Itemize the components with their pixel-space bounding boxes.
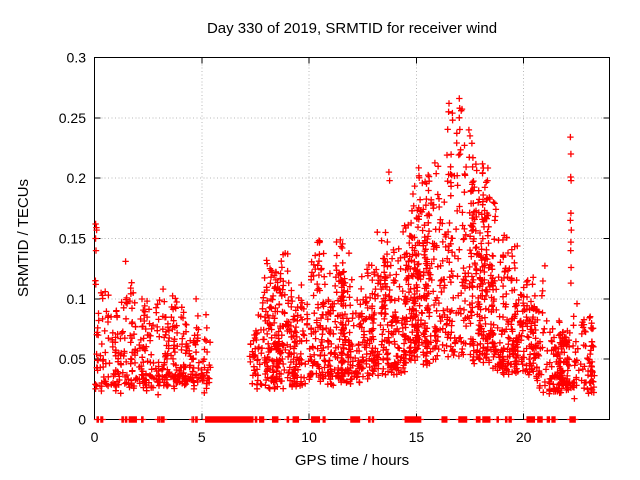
- y-tick-label: 0.1: [67, 291, 87, 307]
- data-points: [92, 95, 598, 402]
- x-tick-label: 5: [198, 429, 206, 445]
- grid-lines: [94, 57, 610, 420]
- chart-title: Day 330 of 2019, SRMTID for receiver win…: [207, 20, 497, 37]
- y-tick-label: 0.2: [67, 170, 87, 186]
- x-tick-label: 10: [301, 429, 317, 445]
- y-tick-label: 0.3: [67, 50, 87, 66]
- x-tick-label: 0: [91, 429, 99, 445]
- y-axis-label: SRMTID / TECUs: [15, 179, 32, 297]
- y-tick-label: 0.25: [59, 110, 86, 126]
- y-tick-label: 0.15: [59, 231, 86, 247]
- x-tick-label: 15: [409, 429, 425, 445]
- y-tick-label: 0: [78, 412, 86, 428]
- y-tick-label: 0.05: [59, 351, 86, 367]
- zero-line-points: [93, 416, 579, 423]
- x-tick-label: 20: [516, 429, 532, 445]
- x-axis-label: GPS time / hours: [295, 452, 409, 469]
